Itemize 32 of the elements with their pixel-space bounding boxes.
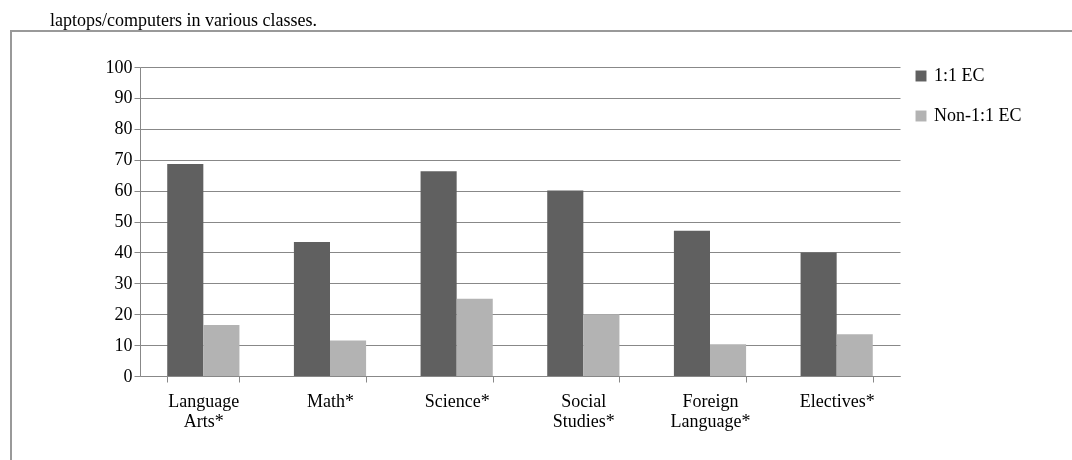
x-tick-label: Foreign Language* bbox=[670, 390, 751, 431]
y-tick-label: 50 bbox=[114, 211, 133, 231]
bar bbox=[293, 241, 330, 376]
y-tick-label: 80 bbox=[114, 118, 133, 139]
y-tick-label: 100 bbox=[105, 56, 133, 77]
bar bbox=[836, 334, 873, 376]
x-tick-label: Electives* bbox=[799, 390, 875, 411]
y-tick-label: 70 bbox=[114, 149, 133, 170]
y-tick-label: 90 bbox=[114, 87, 133, 108]
y-tick-label: 60 bbox=[114, 180, 133, 201]
bar bbox=[330, 340, 367, 376]
x-tick-label: Math* bbox=[307, 390, 354, 411]
bar bbox=[167, 164, 204, 376]
bar bbox=[420, 171, 457, 376]
bar bbox=[673, 230, 710, 376]
chart-title: laptops/computers in various classes. bbox=[50, 10, 317, 30]
x-tick-label: Social Studies* bbox=[552, 390, 615, 431]
y-tick-label: 30 bbox=[114, 272, 133, 293]
bar bbox=[710, 344, 747, 376]
y-tick-label: 0 bbox=[123, 365, 133, 386]
bar bbox=[547, 190, 584, 376]
bar bbox=[583, 314, 620, 376]
y-tick-label: 20 bbox=[114, 303, 133, 324]
bar bbox=[203, 325, 240, 376]
y-tick-label: 40 bbox=[114, 241, 133, 262]
legend-label: Non-1:1 EC bbox=[934, 105, 1022, 125]
y-tick-label: 10 bbox=[114, 334, 133, 355]
legend-label: 1:1 EC bbox=[934, 65, 985, 85]
bar bbox=[456, 298, 493, 376]
bar bbox=[800, 252, 837, 376]
x-tick-label: Language Arts* bbox=[168, 390, 240, 431]
x-tick-label: Science* bbox=[424, 390, 490, 411]
